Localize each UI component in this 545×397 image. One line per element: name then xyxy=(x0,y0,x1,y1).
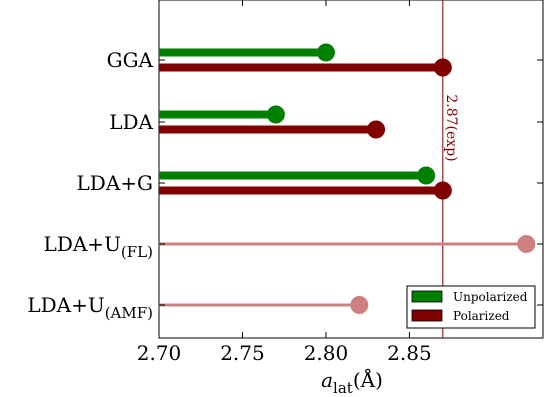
polarized-lollipop-1 xyxy=(159,120,386,139)
unpolarized-lollipop-2 xyxy=(159,166,436,185)
legend: Unpolarized Polarized xyxy=(406,285,536,329)
y-axis: GGA LDA LDA+G LDA+U(FL) LDA+U(AMF) xyxy=(27,48,543,322)
y-tick-label-1: LDA xyxy=(109,110,153,134)
ldau-lollipop-3 xyxy=(159,235,536,253)
chart-marks xyxy=(159,43,536,314)
ldau-head-4 xyxy=(350,296,369,314)
reference-line-label: 2.87(exp) xyxy=(443,94,459,161)
polarized-lollipop-0 xyxy=(159,58,452,77)
x-tick-label-1: 2.75 xyxy=(220,341,265,365)
legend-swatch-0 xyxy=(411,290,443,303)
polarized-lollipop-2-head xyxy=(433,181,452,200)
unpolarized-lollipop-1 xyxy=(159,105,285,124)
unpolarized-lollipop-0 xyxy=(159,43,335,62)
x-tick-label-3: 2.85 xyxy=(387,341,432,365)
legend-swatch-1 xyxy=(411,309,443,322)
legend-label-1: Polarized xyxy=(453,309,510,323)
unpolarized-lollipop-0-head xyxy=(316,43,335,62)
ldau-head-3 xyxy=(517,235,536,253)
y-tick-label-3: LDA+U(FL) xyxy=(44,232,153,261)
x-tick-label-2: 2.80 xyxy=(304,341,349,365)
plot-frame xyxy=(158,0,544,339)
unpolarized-lollipop-2-head xyxy=(417,166,436,185)
y-tick-label-4: LDA+U(AMF) xyxy=(27,293,153,322)
y-tick-label-0: GGA xyxy=(107,48,154,72)
unpolarized-lollipop-1-head xyxy=(266,105,285,124)
polarized-lollipop-2 xyxy=(159,181,452,200)
polarized-lollipop-1-head xyxy=(367,120,386,139)
y-tick-label-2: LDA+G xyxy=(77,171,154,195)
ldau-lollipop-4 xyxy=(159,296,369,314)
x-tick-label-0: 2.70 xyxy=(137,341,182,365)
reference-line-group: 2.87(exp) xyxy=(442,0,459,338)
x-axis-label: alat(Å) xyxy=(321,367,383,397)
polarized-lollipop-0-head xyxy=(433,58,452,77)
legend-label-0: Unpolarized xyxy=(453,290,528,304)
